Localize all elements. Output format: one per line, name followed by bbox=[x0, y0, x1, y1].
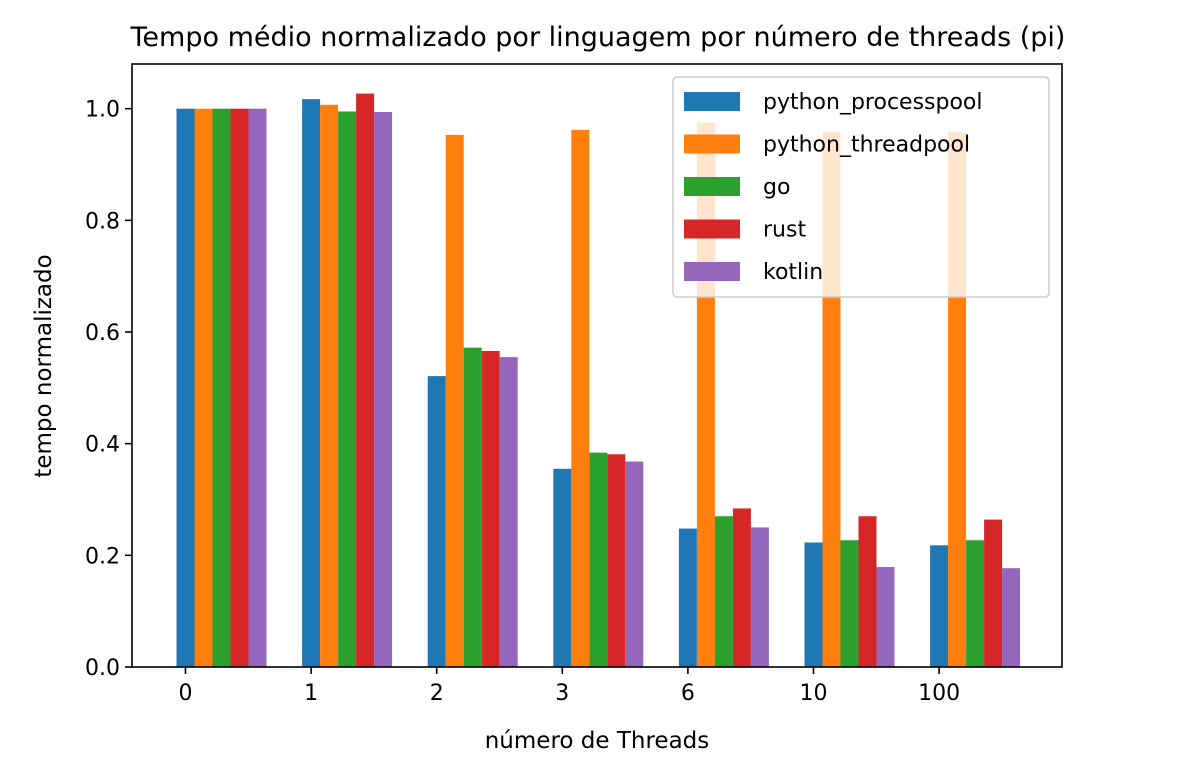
bar-python_processpool-100 bbox=[930, 545, 949, 667]
x-axis: 0 1 2 3 6 10 100 bbox=[179, 667, 960, 706]
legend-label-rust: rust bbox=[763, 218, 806, 243]
bar-go-0 bbox=[212, 108, 231, 667]
bar-go-10 bbox=[840, 540, 859, 667]
legend-swatch-go bbox=[684, 177, 740, 196]
bar-kotlin-100 bbox=[1002, 568, 1021, 667]
bar-python_processpool-0 bbox=[176, 108, 195, 667]
y-axis: 0.0 0.2 0.4 0.6 0.8 1.0 bbox=[85, 98, 132, 681]
legend-swatch-kotlin bbox=[684, 262, 740, 281]
bar-kotlin-3 bbox=[625, 461, 644, 667]
legend-label-python_threadpool: python_threadpool bbox=[763, 133, 970, 158]
legend-swatch-python_threadpool bbox=[684, 134, 740, 154]
legend-swatch-python_processpool bbox=[684, 92, 740, 111]
bar-rust-100 bbox=[984, 519, 1003, 667]
y-tick-label: 0.0 bbox=[85, 656, 120, 681]
bar-go-3 bbox=[589, 452, 608, 667]
x-tick-label: 0 bbox=[179, 681, 193, 706]
y-tick-label: 0.2 bbox=[85, 544, 120, 569]
bar-rust-0 bbox=[230, 108, 249, 667]
x-axis-label: número de Threads bbox=[485, 728, 710, 754]
bar-go-1 bbox=[338, 111, 357, 668]
legend-label-go: go bbox=[763, 175, 790, 200]
bar-python_processpool-3 bbox=[553, 468, 572, 667]
bar-go-100 bbox=[966, 540, 985, 667]
bar-rust-2 bbox=[481, 350, 500, 667]
bar-rust-6 bbox=[732, 508, 751, 667]
x-tick-label: 1 bbox=[304, 681, 318, 706]
bar-python_processpool-6 bbox=[678, 528, 697, 667]
y-tick-label: 1.0 bbox=[85, 98, 120, 123]
legend-label-kotlin: kotlin bbox=[763, 260, 823, 285]
bars-group bbox=[176, 93, 1021, 668]
bar-kotlin-2 bbox=[499, 357, 518, 667]
y-tick-label: 0.4 bbox=[85, 433, 120, 458]
bar-python_threadpool-0 bbox=[194, 108, 213, 667]
bar-python_processpool-1 bbox=[302, 99, 321, 668]
bar-python_threadpool-2 bbox=[445, 134, 464, 668]
bar-rust-3 bbox=[607, 454, 626, 667]
bar-kotlin-10 bbox=[876, 567, 895, 667]
x-tick-label: 2 bbox=[430, 681, 444, 706]
x-tick-label: 6 bbox=[681, 681, 695, 706]
bar-python_processpool-10 bbox=[804, 542, 823, 667]
bar-kotlin-1 bbox=[374, 112, 393, 668]
bar-rust-10 bbox=[858, 516, 877, 667]
legend-swatch-rust bbox=[684, 219, 740, 239]
x-tick-label: 100 bbox=[918, 681, 960, 706]
bar-kotlin-6 bbox=[750, 527, 769, 667]
y-tick-label: 0.8 bbox=[85, 209, 120, 234]
bar-python_threadpool-3 bbox=[571, 129, 590, 668]
bar-rust-1 bbox=[356, 93, 375, 667]
bar-go-6 bbox=[714, 516, 733, 667]
bar-python_processpool-2 bbox=[427, 376, 446, 667]
legend-box bbox=[672, 76, 1050, 298]
bar-kotlin-0 bbox=[248, 108, 267, 667]
legend-label-python_processpool: python_processpool bbox=[763, 90, 983, 115]
plot-frame bbox=[131, 63, 1063, 668]
chart-title: Tempo médio normalizado por linguagem po… bbox=[130, 22, 1066, 53]
y-tick-label: 0.6 bbox=[85, 321, 120, 346]
bar-python_threadpool-1 bbox=[320, 104, 339, 668]
x-tick-label: 10 bbox=[800, 681, 828, 706]
y-axis-label: tempo normalizado bbox=[31, 254, 57, 477]
bar-go-2 bbox=[463, 347, 482, 667]
x-tick-label: 3 bbox=[555, 681, 569, 706]
